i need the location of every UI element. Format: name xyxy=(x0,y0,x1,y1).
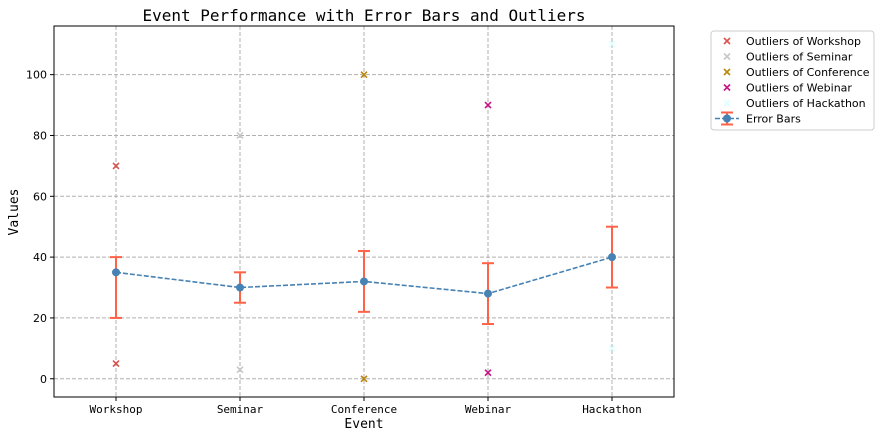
ticks: Workshop Seminar Conference Webinar Hackatho… xyxy=(26,69,642,416)
outlier-point xyxy=(236,366,244,374)
y-axis-label: Values xyxy=(7,189,22,236)
x-tick-label: Conference xyxy=(331,403,397,416)
y-tick-label: 40 xyxy=(33,251,47,264)
legend-label: Error Bars xyxy=(746,113,801,126)
legend-marker-point xyxy=(723,114,731,123)
data-point xyxy=(608,253,616,262)
outlier-point xyxy=(236,131,244,140)
data-point xyxy=(236,283,244,292)
x-mark-stroke xyxy=(608,344,616,352)
x-mark-stroke xyxy=(608,40,616,48)
x-tick-label: Seminar xyxy=(217,403,264,416)
x-tick-label: Workshop xyxy=(90,403,143,416)
y-tick-label: 80 xyxy=(33,129,47,142)
grid xyxy=(54,26,674,397)
outlier-point xyxy=(484,101,492,109)
x-mark-stroke xyxy=(112,359,120,368)
x-mark-stroke xyxy=(723,37,731,45)
outlier-point xyxy=(360,375,368,383)
legend-label: Outliers of Workshop xyxy=(746,35,861,48)
x-tick-label: Hackathon xyxy=(582,403,642,416)
outlier-point xyxy=(112,162,120,170)
legend-box xyxy=(710,30,875,131)
x-mark-stroke xyxy=(360,71,368,79)
x-mark-stroke xyxy=(236,131,244,140)
legend-label: Outliers of Conference xyxy=(746,66,870,79)
legend-label: Outliers of Seminar xyxy=(746,51,853,64)
data-point xyxy=(484,289,492,298)
x-mark-stroke xyxy=(360,375,368,383)
x-mark-stroke xyxy=(236,366,244,374)
x-mark-stroke xyxy=(723,68,731,76)
x-mark-stroke xyxy=(484,369,492,377)
x-mark-stroke xyxy=(723,83,731,92)
outlier-point xyxy=(112,359,120,368)
y-tick-label: 60 xyxy=(33,190,47,203)
legend-marker-outlier xyxy=(723,52,731,61)
x-mark-stroke xyxy=(723,52,731,61)
legend-marker-outlier xyxy=(723,37,731,45)
outlier-point xyxy=(360,71,368,79)
x-mark-stroke xyxy=(112,162,120,170)
outlier-point xyxy=(608,40,616,48)
outlier-point xyxy=(608,344,616,352)
legend-marker-outlier xyxy=(723,83,731,92)
data-point xyxy=(112,268,120,277)
x-axis-label: Event xyxy=(344,417,383,432)
legend-marker-outlier xyxy=(723,68,731,76)
y-tick-label: 0 xyxy=(40,373,47,386)
legend-marker-outlier xyxy=(723,99,731,107)
legend-label: Outliers of Webinar xyxy=(746,82,852,95)
chart-title: Event Performance with Error Bars and Ou… xyxy=(142,6,585,25)
marks xyxy=(110,40,618,383)
y-tick-label: 100 xyxy=(26,69,47,82)
x-mark-stroke xyxy=(484,101,492,109)
legend-label: Outliers of Hackathon xyxy=(746,97,866,110)
data-point xyxy=(360,277,368,286)
x-mark-stroke xyxy=(723,99,731,107)
legend: Outliers of Workshop Outliers of Seminar O… xyxy=(710,30,875,131)
plot-frame xyxy=(53,25,675,398)
y-tick-label: 20 xyxy=(33,312,47,325)
outlier-point xyxy=(484,369,492,377)
x-tick-label: Webinar xyxy=(465,403,512,416)
